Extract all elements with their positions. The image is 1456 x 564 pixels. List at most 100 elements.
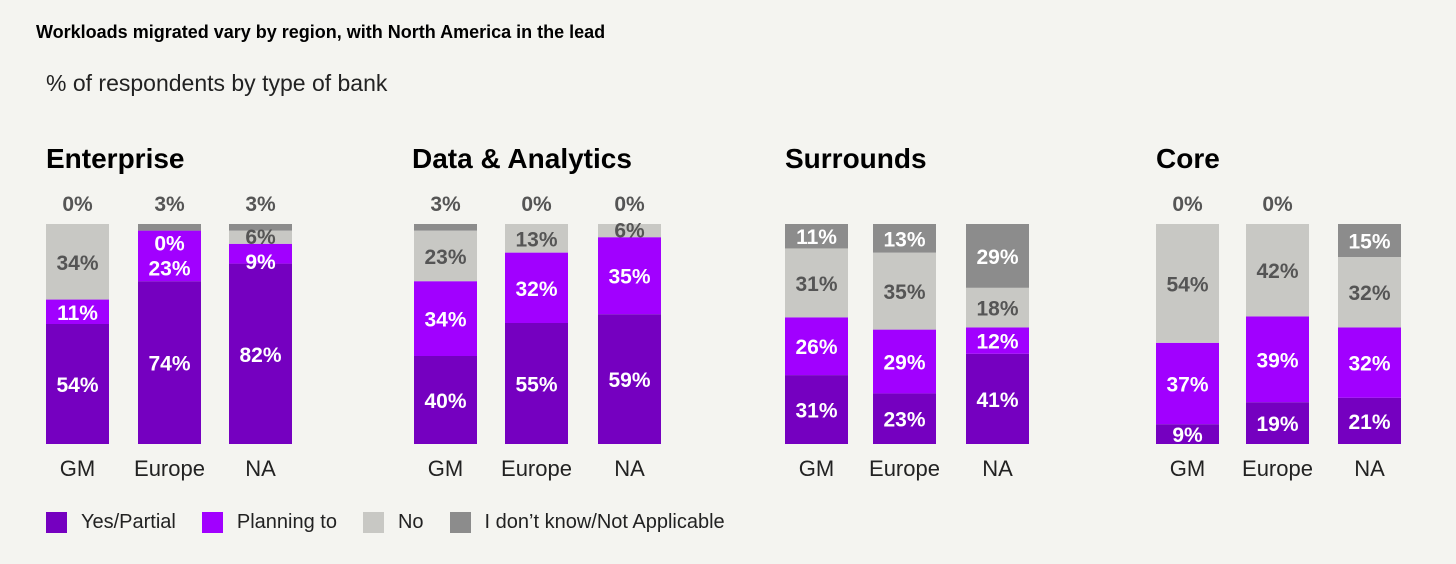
data-label: 3%: [245, 193, 276, 216]
bar-segment-no: [46, 224, 109, 300]
data-label: 82%: [239, 344, 281, 367]
data-label: 39%: [1256, 349, 1298, 372]
category-label: GM: [428, 456, 463, 481]
panel-title: Surrounds: [785, 143, 927, 174]
data-label: 55%: [515, 374, 557, 397]
data-label: 59%: [608, 369, 650, 392]
legend-item: I don’t know/Not Applicable: [449, 511, 725, 534]
data-label: 35%: [608, 266, 650, 289]
data-label: 0%: [614, 193, 645, 216]
data-label: 13%: [883, 228, 925, 251]
legend-label: I don’t know/Not Applicable: [484, 511, 725, 533]
bar-segment-planning-to: [229, 243, 292, 264]
bar-segment-planning-to: [46, 299, 109, 324]
data-label: 41%: [976, 389, 1018, 412]
data-label: 32%: [1348, 282, 1390, 305]
data-label: 40%: [424, 390, 466, 413]
legend-item: No: [362, 511, 424, 534]
category-label: Europe: [134, 456, 205, 481]
bar-segment-i-don-t-know-not-applicable: [138, 224, 201, 231]
bar-segment-planning-to: [1338, 327, 1401, 398]
legend-label: Planning to: [236, 511, 337, 533]
data-label: 18%: [976, 298, 1018, 321]
data-label: 6%: [245, 226, 276, 249]
legend-swatch: [46, 512, 67, 533]
data-label: 11%: [57, 302, 98, 325]
category-label: GM: [60, 456, 95, 481]
panel-title: Enterprise: [46, 143, 185, 174]
bar-segment-no: [229, 230, 292, 244]
bar-segment-planning-to: [966, 327, 1029, 354]
data-label: 0%: [62, 193, 93, 216]
bar-segment-yes-partial: [873, 393, 936, 444]
data-label: 32%: [1348, 353, 1390, 376]
bar-segment-i-don-t-know-not-applicable: [1338, 224, 1401, 257]
legend-swatch: [449, 512, 471, 533]
bar-segment-yes-partial: [46, 324, 109, 444]
bar-segment-planning-to: [1246, 316, 1309, 403]
data-label: 15%: [1348, 231, 1390, 254]
bar-segment-yes-partial: [966, 353, 1029, 444]
category-label: Europe: [1242, 456, 1313, 481]
bar-segment-yes-partial: [785, 375, 848, 444]
data-label: 23%: [148, 258, 190, 281]
data-label: 23%: [883, 409, 925, 432]
bar-segment-no: [873, 252, 936, 330]
category-label: NA: [982, 456, 1013, 481]
data-label: 32%: [515, 278, 557, 301]
bar-segment-i-don-t-know-not-applicable: [414, 224, 477, 231]
data-label: 12%: [976, 331, 1018, 354]
legend-item: Planning to: [201, 511, 337, 534]
data-label: 37%: [1166, 374, 1208, 397]
data-label: 31%: [795, 400, 837, 423]
data-label: 3%: [430, 193, 461, 216]
bar-segment-planning-to: [598, 237, 661, 315]
data-label: 21%: [1348, 411, 1390, 434]
bar-segment-yes-partial: [138, 281, 201, 444]
data-label: 0%: [1172, 193, 1203, 216]
panel-data-analytics: Data & Analytics 40% 34% 23% 3% GM 55% 32% 13% 0%…: [412, 143, 661, 481]
chart-subtitle: % of respondents by type of bank: [46, 70, 388, 96]
category-label: GM: [799, 456, 834, 481]
bar-segment-planning-to: [785, 317, 848, 376]
legend-swatch: [201, 512, 223, 533]
chart-title: Workloads migrated vary by region, with …: [36, 22, 606, 42]
bar-segment-no: [1338, 257, 1401, 328]
bar-segment-yes-partial: [598, 314, 661, 444]
data-label: 6%: [614, 220, 645, 243]
data-label: 26%: [795, 336, 837, 359]
bar-segment-i-don-t-know-not-applicable: [873, 224, 936, 253]
bar-segment-no: [966, 287, 1029, 328]
data-label: 0%: [154, 233, 185, 256]
data-label: 0%: [1262, 193, 1293, 216]
data-label: 54%: [56, 374, 98, 397]
legend-label: Yes/Partial: [81, 511, 176, 533]
category-label: Europe: [501, 456, 572, 481]
panel-title: Core: [1156, 143, 1220, 174]
legend-swatch: [362, 512, 384, 533]
data-label: 0%: [521, 193, 552, 216]
legend-label: No: [397, 511, 424, 533]
category-label: NA: [245, 456, 276, 481]
bar-segment-no: [505, 224, 568, 253]
panel-surrounds: Surrounds 31% 26% 31% 11% GM 23% 29% 35% 13% Europ…: [785, 143, 1029, 481]
data-label: 23%: [424, 246, 466, 269]
data-label: 3%: [154, 193, 185, 216]
category-label: GM: [1170, 456, 1205, 481]
bar-segment-i-don-t-know-not-applicable: [785, 224, 848, 249]
bar-segment-yes-partial: [1246, 402, 1309, 444]
data-label: 11%: [796, 226, 837, 249]
data-label: 13%: [515, 228, 557, 251]
data-label: 31%: [795, 273, 837, 296]
bar-segment-no: [1246, 224, 1309, 317]
bar-segment-planning-to: [138, 230, 201, 282]
data-label: 9%: [245, 251, 276, 274]
data-label: 54%: [1166, 273, 1208, 296]
data-label: 74%: [148, 353, 190, 376]
legend: Yes/Partial Planning to No I don’t know/Not…: [46, 511, 751, 534]
panel-core: Core 9% 37% 54% 0% GM 19% 39% 42% 0% Europe 21% 32% 3…: [1156, 143, 1401, 481]
bar-segment-no: [1156, 224, 1219, 343]
bar-segment-no: [598, 224, 661, 238]
bar-segment-yes-partial: [414, 356, 477, 444]
data-label: 34%: [56, 252, 98, 275]
